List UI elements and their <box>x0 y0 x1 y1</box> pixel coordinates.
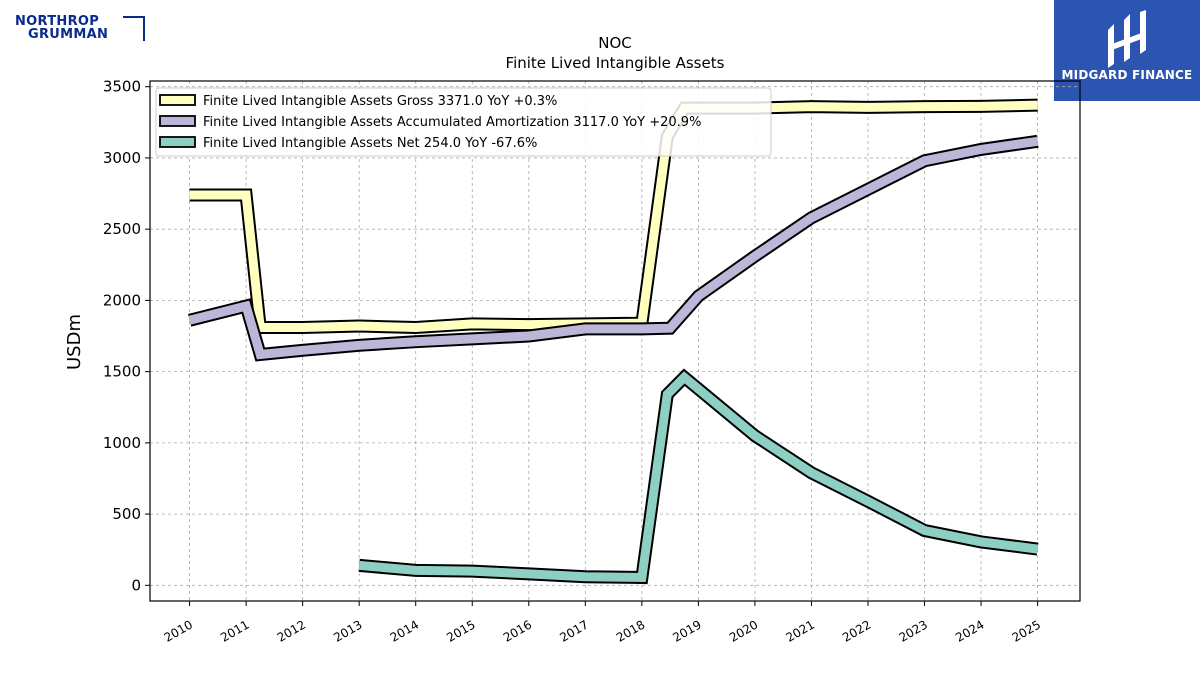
legend-label: Finite Lived Intangible Assets Gross 337… <box>203 94 557 109</box>
series-2-line <box>358 368 1039 585</box>
x-tick-label: 2024 <box>953 617 986 644</box>
x-tick-label: 2017 <box>557 617 590 644</box>
x-tick-label: 2013 <box>331 617 364 644</box>
x-tick-label: 2018 <box>614 617 647 644</box>
logo-text-line2: GRUMMAN <box>28 27 109 42</box>
y-tick-label: 2500 <box>103 220 141 238</box>
legend-box <box>155 87 772 157</box>
series-1-line <box>188 134 1039 362</box>
chart-subtitle: Finite Lived Intangible Assets <box>506 54 725 72</box>
midgard-finance-logo: MIDGARD FINANCE <box>1054 0 1200 101</box>
y-axis-label: USDm <box>64 314 85 370</box>
y-tick-label: 1000 <box>103 434 141 452</box>
x-tick-label: 2025 <box>1010 617 1043 644</box>
y-tick-label: 500 <box>112 505 141 523</box>
series-stroke <box>358 371 1039 583</box>
legend-label: Finite Lived Intangible Assets Net 254.0… <box>203 136 537 151</box>
y-tick-label: 0 <box>131 576 141 594</box>
x-tick-label: 2020 <box>727 617 760 644</box>
logo-text-line1: NORTHROP <box>15 14 100 29</box>
midgard-mark-icon <box>1108 10 1146 68</box>
x-tick-label: 2012 <box>275 617 308 644</box>
y-tick-label: 2000 <box>103 291 141 309</box>
legend-swatch <box>159 136 196 148</box>
x-tick-label: 2019 <box>670 617 703 644</box>
logo-bracket-icon <box>123 16 145 41</box>
legend-swatch <box>159 94 196 106</box>
chart-title: NOC <box>598 34 632 52</box>
northrop-grumman-logo: NORTHROP GRUMMAN <box>15 14 145 42</box>
x-tick-label: 2014 <box>388 617 421 644</box>
x-tick-label: 2011 <box>218 617 251 644</box>
x-tick-label: 2010 <box>162 617 195 644</box>
plot-frame <box>149 80 1081 602</box>
y-tick-label: 1500 <box>103 363 141 381</box>
x-tick-label: 2015 <box>444 617 477 644</box>
legend-swatch <box>159 115 196 127</box>
legend-label: Finite Lived Intangible Assets Accumulat… <box>203 115 701 130</box>
x-tick-label: 2023 <box>897 617 930 644</box>
midgard-logo-text: MIDGARD FINANCE <box>1061 68 1193 82</box>
legend: Finite Lived Intangible Assets Gross 337… <box>155 87 772 157</box>
y-tick-label: 3500 <box>103 78 141 96</box>
series-stroke <box>188 136 1039 360</box>
x-tick-label: 2021 <box>784 617 817 644</box>
y-tick-label: 3000 <box>103 149 141 167</box>
x-tick-label: 2016 <box>501 617 534 644</box>
x-tick-label: 2022 <box>840 617 873 644</box>
